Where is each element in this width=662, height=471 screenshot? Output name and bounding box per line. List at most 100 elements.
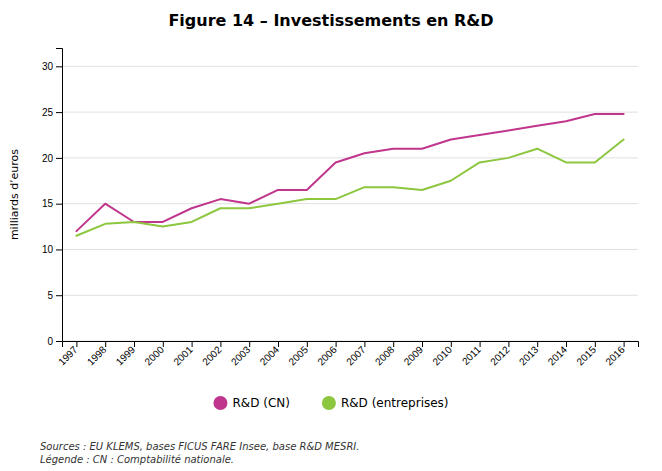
y-tick: 15 [42, 198, 62, 209]
legend-swatch [322, 396, 336, 410]
x-tick: 2008 [373, 341, 397, 367]
x-tick-label: 2011 [460, 344, 483, 367]
y-tick: 20 [42, 153, 62, 164]
x-tick: 2003 [229, 341, 253, 367]
x-tick-mark [480, 341, 481, 347]
y-tick-mark [56, 249, 62, 250]
x-tick: 2015 [575, 341, 599, 367]
x-axis: 1997199819992000200120022003200420052006… [56, 341, 638, 367]
x-tick: 1999 [114, 341, 138, 367]
x-tick: 2004 [258, 341, 282, 367]
x-tick-mark [192, 341, 193, 347]
y-tick-mark [56, 112, 62, 113]
x-tick-label: 2016 [603, 344, 627, 368]
y-tick-label: 15 [42, 198, 54, 209]
y-tick-mark [56, 341, 62, 342]
legend-swatch [213, 396, 227, 410]
x-tick-mark [105, 341, 106, 347]
x-tick-label: 2001 [171, 344, 195, 368]
x-tick-label: 2006 [315, 344, 339, 368]
grid-line [62, 112, 638, 113]
source-note: Sources : EU KLEMS, bases FICUS FARE Ins… [40, 441, 359, 452]
x-axis-line [63, 342, 639, 348]
y-tick-mark [56, 66, 62, 67]
y-axis-line [56, 49, 63, 342]
x-tick: 2002 [200, 341, 224, 367]
x-tick-mark [451, 341, 452, 347]
x-tick-mark [624, 341, 625, 347]
legend-label: R&D (CN) [232, 396, 289, 410]
legend-item: R&D (entreprises) [322, 396, 449, 410]
x-tick-mark [508, 341, 509, 347]
x-tick-mark [163, 341, 164, 347]
x-tick-label: 2004 [258, 344, 282, 368]
chart: 1997199819992000200120022003200420052006… [0, 0, 662, 471]
x-tick: 2009 [402, 341, 426, 367]
y-tick-mark [56, 295, 62, 296]
y-tick: 10 [42, 244, 62, 255]
x-tick-label: 1998 [85, 344, 109, 368]
x-tick-mark [422, 341, 423, 347]
y-tick: 5 [47, 290, 62, 301]
x-tick: 2011 [460, 341, 483, 367]
grid [62, 66, 638, 341]
x-tick-label: 2003 [229, 344, 253, 368]
x-tick-label: 2009 [402, 344, 426, 368]
x-tick-mark [566, 341, 567, 347]
title: Figure 14 – Investissements en R&D [168, 11, 493, 30]
x-tick-label: 1999 [114, 344, 138, 368]
legend-item: R&D (CN) [213, 396, 289, 410]
x-tick-label: 2010 [431, 344, 455, 368]
x-tick-label: 2013 [517, 344, 541, 368]
x-tick-label: 1997 [56, 344, 80, 368]
x-tick-label: 2005 [287, 344, 311, 368]
y-tick-label: 25 [42, 107, 54, 118]
y-tick-label: 10 [42, 244, 54, 255]
source-note: Légende : CN : Comptabilité nationale. [40, 454, 234, 465]
x-tick: 2005 [287, 341, 311, 367]
grid-line [62, 249, 638, 250]
x-tick: 2006 [315, 341, 339, 367]
y-tick: 30 [42, 61, 62, 72]
x-tick: 2010 [431, 341, 455, 367]
grid-line [62, 66, 638, 67]
x-tick-label: 2014 [546, 344, 570, 368]
y-tick-label: 20 [42, 153, 54, 164]
x-tick: 2001 [171, 341, 195, 367]
x-tick: 1998 [85, 341, 109, 367]
y-tick-label: 30 [42, 61, 54, 72]
x-tick-mark [364, 341, 365, 347]
x-tick: 1997 [56, 341, 80, 367]
lines [76, 114, 623, 236]
y-axis: 0 5 10 15 20 25 30 [42, 49, 63, 347]
x-tick-mark [76, 341, 77, 347]
x-tick: 2014 [546, 341, 570, 367]
x-tick: 2000 [143, 341, 167, 367]
y-tick-mark [56, 158, 62, 159]
x-tick-label: 2000 [143, 344, 167, 368]
x-tick-label: 2012 [488, 344, 512, 368]
x-tick-label: 2015 [575, 344, 599, 368]
x-tick-mark [537, 341, 538, 347]
y-tick-label: 5 [47, 290, 53, 301]
grid-line [62, 295, 638, 296]
x-tick-mark [249, 341, 250, 347]
y-axis-title: milliards d’euros [8, 149, 21, 240]
x-tick-mark [220, 341, 221, 347]
y-tick-mark [56, 204, 62, 205]
x-tick: 2016 [603, 341, 627, 367]
x-tick-mark [307, 341, 308, 347]
y-tick-label: 0 [47, 336, 53, 347]
x-tick-mark [336, 341, 337, 347]
x-tick-mark [393, 341, 394, 347]
grid-line [62, 203, 638, 204]
legend-label: R&D (entreprises) [341, 396, 449, 410]
series-line [76, 114, 623, 231]
x-tick-label: 2002 [200, 344, 224, 368]
y-tick: 25 [42, 107, 62, 118]
y-tick: 0 [47, 336, 62, 347]
legend: R&D (CN) R&D (entreprises) [213, 396, 448, 410]
x-tick: 2007 [344, 341, 368, 367]
x-tick-label: 2008 [373, 344, 397, 368]
plot: 1997199819992000200120022003200420052006… [42, 49, 639, 368]
